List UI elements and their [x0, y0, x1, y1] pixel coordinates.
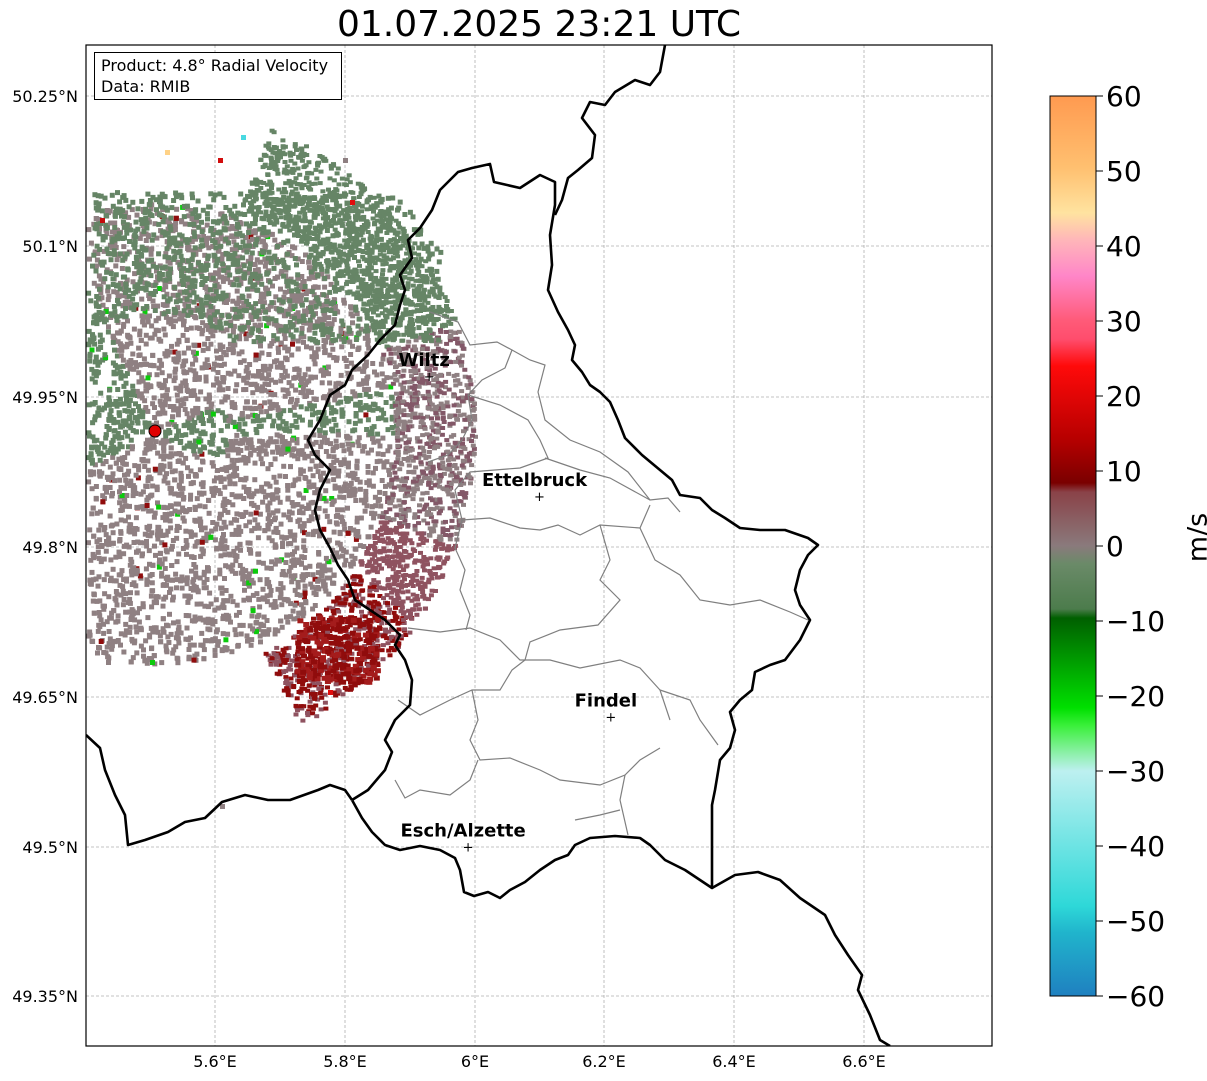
luxembourg-border — [306, 162, 820, 900]
longitude-tick-label: 6.6°E — [842, 1052, 886, 1071]
colorbar-tick-label: 50 — [1106, 155, 1142, 188]
latitude-tick-label: 49.95°N — [12, 388, 78, 407]
city-marker: + — [424, 370, 435, 385]
longitude-tick-label: 5.8°E — [323, 1052, 367, 1071]
city-label: Esch/Alzette — [400, 820, 525, 841]
colorbar-tick-label: −10 — [1106, 605, 1165, 638]
city-marker: + — [605, 710, 616, 725]
radar-echo-field — [86, 128, 478, 809]
colorbar-tick-label: 20 — [1106, 380, 1142, 413]
latitude-tick-label: 49.35°N — [12, 987, 78, 1006]
plot-frame — [85, 44, 993, 1047]
internal-borders — [394, 311, 809, 836]
latitude-tick-label: 49.65°N — [12, 688, 78, 707]
latitude-tick-label: 49.5°N — [22, 838, 78, 857]
colorbar: 60 50 40 30 20 10 0 −10 −20 −30 −40 −50 −60 — [1049, 80, 1165, 1013]
longitude-axis: 5.6°E 5.8°E 6°E 6.2°E 6.4°E 6.6°E — [193, 1052, 886, 1071]
map-title: 01.07.2025 23:21 UTC — [336, 4, 742, 45]
longitude-tick-label: 6°E — [461, 1052, 489, 1071]
colorbar-tick-label: −30 — [1106, 755, 1165, 788]
radar-site-marker — [148, 424, 162, 438]
colorbar-tick-label: 0 — [1106, 530, 1124, 563]
data-source-label: Data: RMIB — [101, 77, 191, 96]
colorbar-scale — [1049, 95, 1097, 997]
colorbar-tick-label: 30 — [1106, 305, 1142, 338]
product-info-box: Product: 4.8° Radial Velocity Data: RMIB — [94, 52, 342, 100]
colorbar-tick-label: −20 — [1106, 680, 1165, 713]
latitude-tick-label: 50.25°N — [12, 87, 78, 106]
product-label: Product: 4.8° Radial Velocity — [101, 56, 329, 75]
colorbar-tick-label: 10 — [1106, 455, 1142, 488]
latitude-tick-label: 50.1°N — [22, 237, 78, 256]
colorbar-tick-label: −50 — [1106, 905, 1165, 938]
city-markers: +Wiltz+Ettelbruck+Findel+Esch/Alzette — [399, 350, 638, 855]
colorbar-tick-label: 60 — [1106, 80, 1142, 113]
national-borders — [86, 45, 891, 1046]
colorbar-unit-label: m/s — [1182, 512, 1207, 563]
city-marker: + — [463, 840, 474, 855]
city-marker: + — [534, 490, 545, 505]
colorbar-ticks: 60 50 40 30 20 10 0 −10 −20 −30 −40 −50 −60 — [1096, 80, 1165, 1013]
longitude-tick-label: 5.6°E — [193, 1052, 237, 1071]
city-label: Ettelbruck — [482, 470, 588, 491]
city-label: Wiltz — [399, 350, 450, 371]
colorbar-tick-label: −60 — [1106, 980, 1165, 1013]
longitude-tick-label: 6.2°E — [582, 1052, 626, 1071]
longitude-tick-label: 6.4°E — [712, 1052, 756, 1071]
city-label: Findel — [575, 690, 638, 711]
colorbar-tick-label: −40 — [1106, 830, 1165, 863]
latitude-tick-label: 49.8°N — [22, 538, 78, 557]
colorbar-tick-label: 40 — [1106, 230, 1142, 263]
latitude-axis: 50.25°N 50.1°N 49.95°N 49.8°N 49.65°N 49.5°N 4… — [12, 87, 78, 1006]
